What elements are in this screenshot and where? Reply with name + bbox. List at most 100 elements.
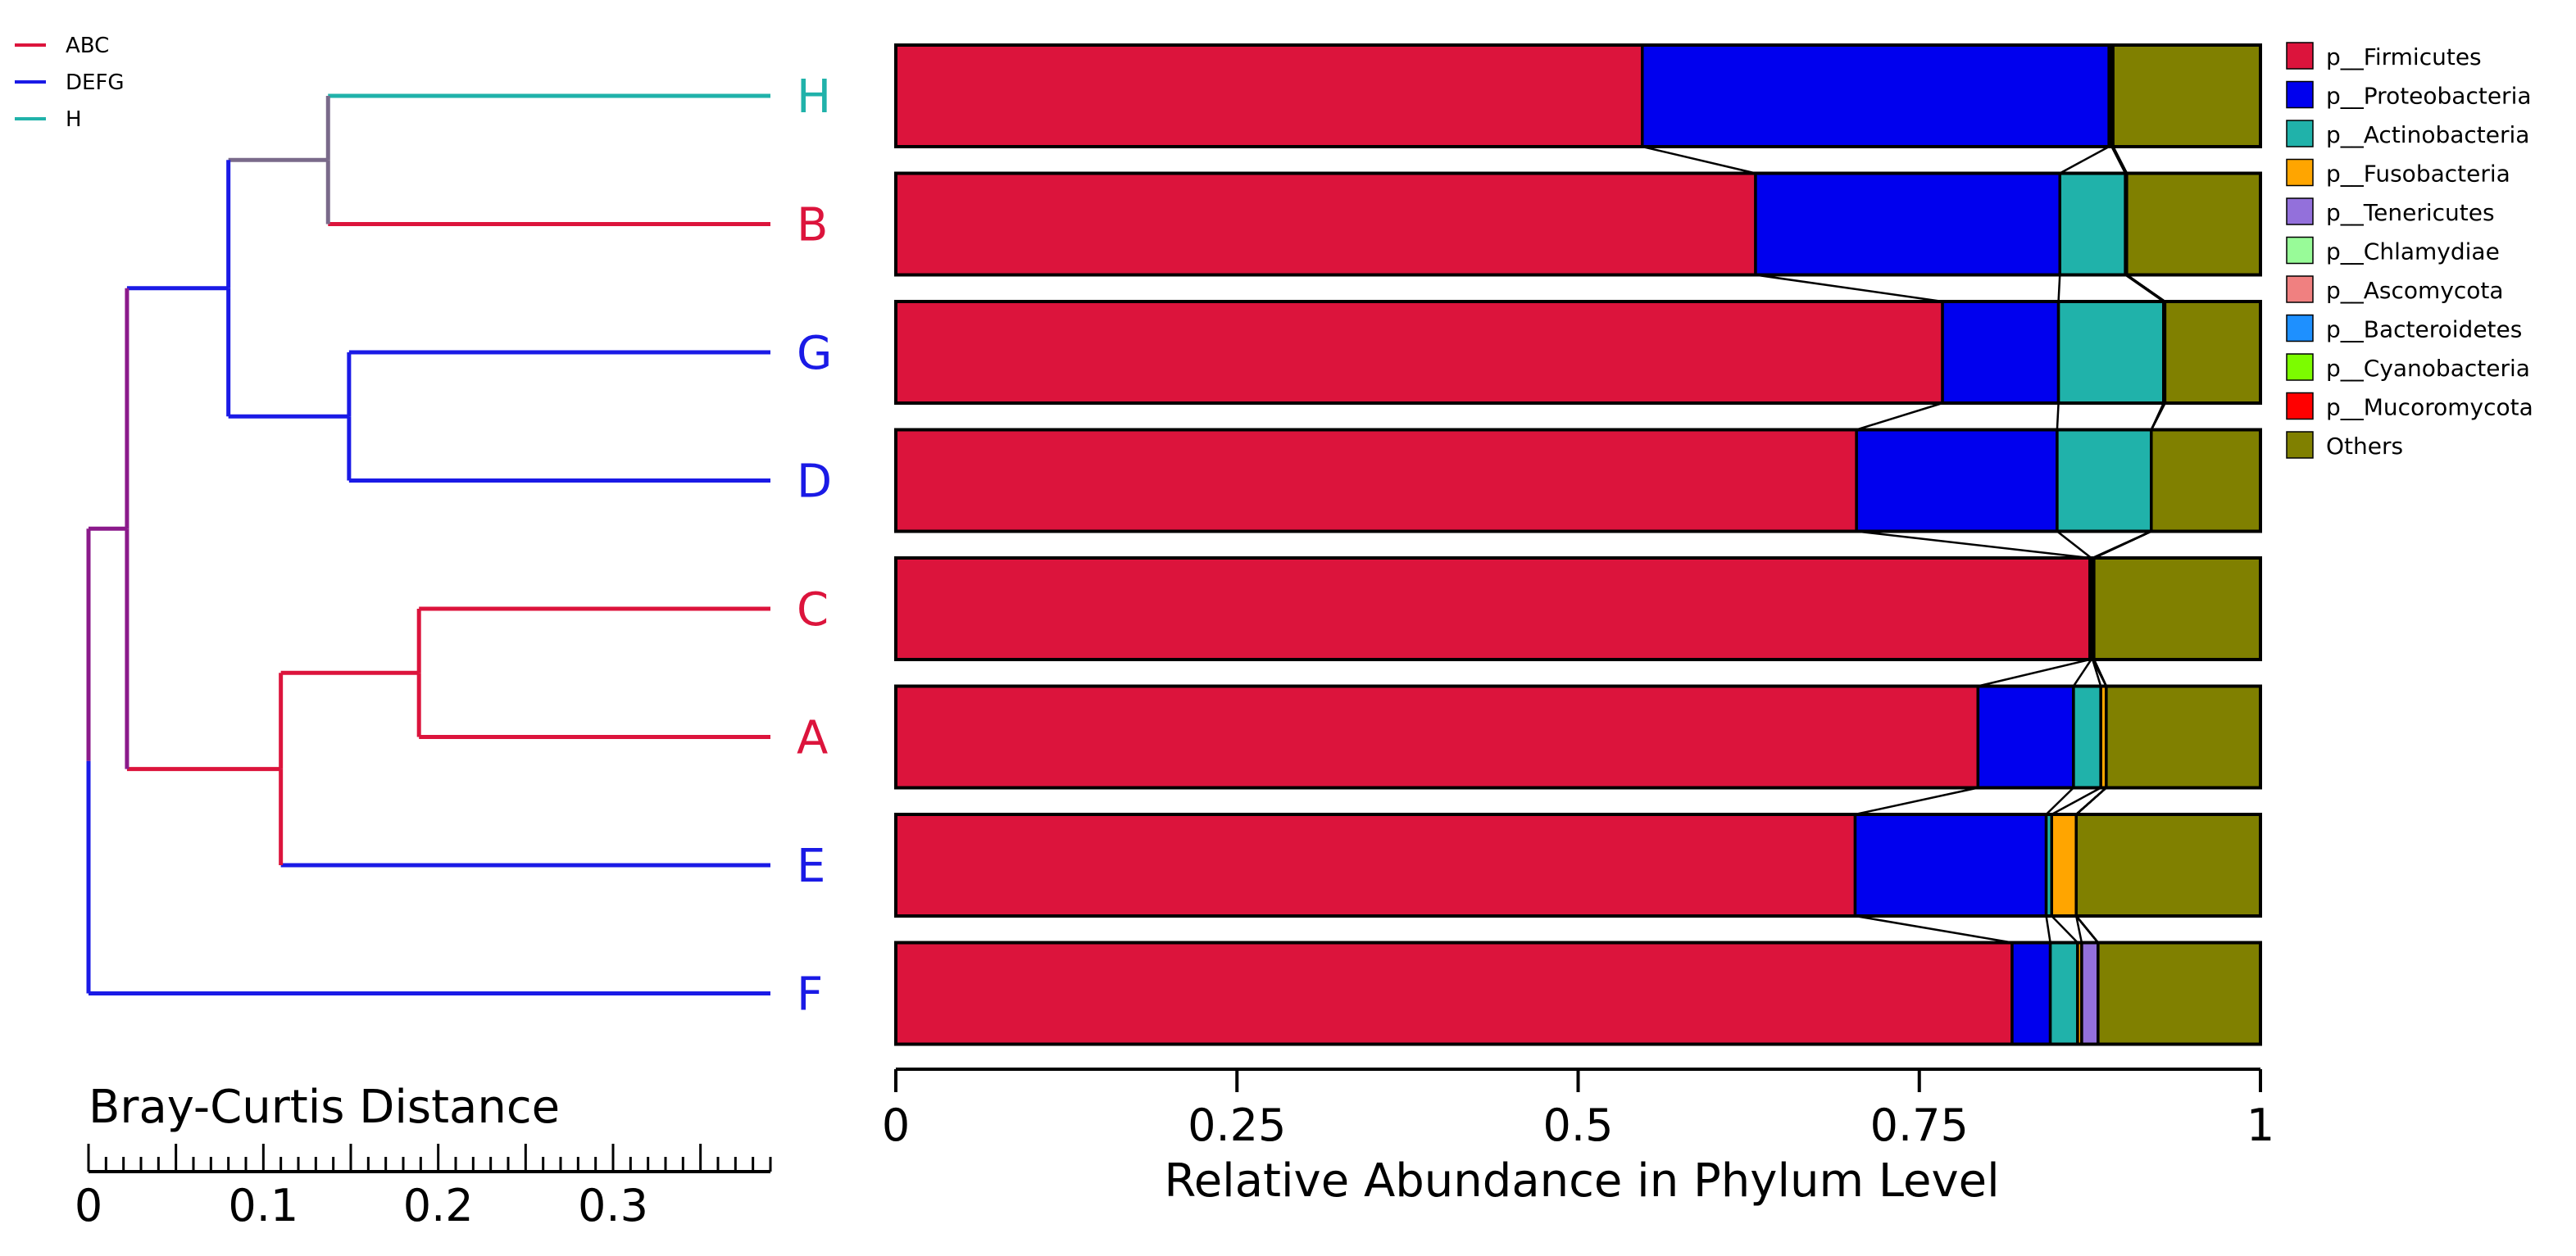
connector-e-f-2 bbox=[2045, 915, 2051, 943]
legend-swatch-p-mucoromycota bbox=[2286, 392, 2314, 420]
abundance-tick-label-1: 0.25 bbox=[1188, 1100, 1286, 1151]
connector-h-b-2 bbox=[2059, 145, 2110, 175]
bar-segment-g-p-proteobacteria bbox=[1941, 300, 2060, 405]
connector-a-e-10 bbox=[2075, 787, 2107, 815]
legend-item-others: Others bbox=[2286, 431, 2403, 460]
bar-segment-e-p-fusobacteria bbox=[2050, 813, 2078, 918]
leaf-label-f: F bbox=[797, 968, 823, 1022]
connector-d-c-2 bbox=[2056, 530, 2092, 559]
bar-c bbox=[894, 556, 2262, 661]
bar-segment-f-p-actinobacteria bbox=[2048, 941, 2079, 1046]
bar-segment-c-p-firmicutes bbox=[894, 556, 2092, 661]
legend-item-p-chlamydiae: p__Chlamydiae bbox=[2286, 236, 2500, 265]
legend-item-p-firmicutes: p__Firmicutes bbox=[2286, 42, 2482, 70]
legend-item-p-bacteroidetes: p__Bacteroidetes bbox=[2286, 314, 2522, 343]
legend-label-others: Others bbox=[2326, 433, 2403, 460]
connector-d-c-1 bbox=[1856, 530, 2091, 560]
connector-g-d-10 bbox=[2150, 402, 2166, 431]
abundance-axis-title: Relative Abundance in Phylum Level bbox=[1164, 1154, 1999, 1208]
connector-h-b-3 bbox=[2110, 146, 2127, 175]
legend-item-p-cyanobacteria: p__Cyanobacteria bbox=[2286, 353, 2530, 382]
legend-label-p-ascomycota: p__Ascomycota bbox=[2326, 277, 2504, 304]
bar-segment-e-others bbox=[2074, 813, 2262, 918]
legend-label-p-chlamydiae: p__Chlamydiae bbox=[2326, 238, 2500, 265]
legend-label-p-actinobacteria: p__Actinobacteria bbox=[2326, 121, 2529, 148]
bar-outline-a bbox=[894, 684, 2262, 790]
connector-d-c-10 bbox=[2093, 530, 2152, 560]
abundance-tick-label-2: 0.5 bbox=[1543, 1100, 1614, 1151]
bar-segment-d-p-firmicutes bbox=[894, 428, 1858, 533]
connector-g-d-2 bbox=[2056, 402, 2060, 430]
leaf-label-b: B bbox=[797, 199, 828, 252]
bar-segment-a-others bbox=[2105, 684, 2262, 790]
bar-e bbox=[894, 813, 2262, 918]
connector-b-g-10 bbox=[2126, 274, 2166, 303]
distance-tick-label-0: 0 bbox=[75, 1180, 102, 1231]
group-legend: ABC DEFG H bbox=[15, 34, 125, 132]
group-legend-label-h: H bbox=[66, 107, 82, 132]
distance-axis-title: Bray-Curtis Distance bbox=[89, 1081, 560, 1134]
legend-label-p-fusobacteria: p__Fusobacteria bbox=[2326, 161, 2510, 188]
bar-outline-g bbox=[894, 300, 2262, 405]
connector-g-d-1 bbox=[1856, 401, 1943, 431]
group-legend-label-defg: DEFG bbox=[66, 70, 125, 95]
connector-h-b-1 bbox=[1642, 145, 1756, 175]
legend-label-p-cyanobacteria: p__Cyanobacteria bbox=[2326, 355, 2530, 382]
leaf-label-h: H bbox=[797, 70, 831, 124]
bar-segment-a-p-proteobacteria bbox=[1976, 684, 2075, 790]
bar-segment-h-p-firmicutes bbox=[894, 43, 1644, 148]
legend-swatch-p-ascomycota bbox=[2286, 275, 2314, 303]
connector-c-a-10 bbox=[2092, 659, 2107, 687]
leaf-label-g: G bbox=[797, 327, 832, 380]
bar-segment-b-p-actinobacteria bbox=[2058, 171, 2127, 277]
bar-g bbox=[894, 300, 2262, 405]
leaf-label-c: C bbox=[797, 583, 829, 637]
legend-label-p-proteobacteria: p__Proteobacteria bbox=[2326, 83, 2532, 110]
bar-segment-e-p-firmicutes bbox=[894, 813, 1857, 918]
connector-c-a-2 bbox=[2072, 659, 2092, 687]
bar-a bbox=[894, 684, 2262, 790]
bar-outline-b bbox=[894, 171, 2262, 277]
bar-h bbox=[894, 43, 2262, 148]
bar-segment-f-p-firmicutes bbox=[894, 941, 2014, 1046]
legend-swatch-p-firmicutes bbox=[2286, 42, 2314, 70]
abundance-tick-label-4: 1 bbox=[2247, 1100, 2274, 1151]
legend-item-p-mucoromycota: p__Mucoromycota bbox=[2286, 392, 2533, 421]
distance-tick-label-2: 0.2 bbox=[403, 1180, 474, 1231]
distance-axis: 0 0.1 0.2 0.3 bbox=[75, 1144, 772, 1231]
legend-swatch-p-bacteroidetes bbox=[2286, 314, 2314, 342]
bar-segment-b-p-firmicutes bbox=[894, 171, 1757, 277]
bar-f bbox=[894, 941, 2262, 1046]
connector-e-f-1 bbox=[1855, 914, 2013, 944]
bar-outline-f bbox=[894, 941, 2262, 1046]
bar-segment-d-p-actinobacteria bbox=[2056, 428, 2153, 533]
bar-outline-e bbox=[894, 813, 2262, 918]
abundance-tick-label-0: 0 bbox=[882, 1100, 910, 1151]
legend-swatch-p-cyanobacteria bbox=[2286, 353, 2314, 381]
legend-item-p-actinobacteria: p__Actinobacteria bbox=[2286, 120, 2529, 148]
connector-a-e-2 bbox=[2045, 787, 2074, 815]
bar-segment-f-others bbox=[2097, 941, 2262, 1046]
bar-connector-lines bbox=[1642, 145, 2166, 944]
bar-outline-c bbox=[894, 556, 2262, 661]
bar-segment-a-p-firmicutes bbox=[894, 684, 1980, 790]
connector-a-e-3 bbox=[2051, 787, 2101, 816]
bar-b bbox=[894, 171, 2262, 277]
legend-swatch-p-chlamydiae bbox=[2286, 236, 2314, 265]
bar-segment-f-p-proteobacteria bbox=[2010, 941, 2052, 1046]
legend-item-p-fusobacteria: p__Fusobacteria bbox=[2286, 158, 2510, 188]
abundance-axis: 0 0.25 0.5 0.75 1 bbox=[882, 1068, 2274, 1151]
connector-e-f-3 bbox=[2051, 915, 2079, 944]
phylum-legend: p__Firmicutes p__Proteobacteria p__Actinob… bbox=[2286, 42, 2533, 460]
leaf-label-e: E bbox=[797, 840, 825, 893]
bar-segment-d-p-proteobacteria bbox=[1855, 428, 2059, 533]
bar-segments bbox=[894, 43, 2262, 1046]
bar-segment-c-others bbox=[2092, 556, 2262, 661]
legend-label-p-bacteroidetes: p__Bacteroidetes bbox=[2326, 316, 2522, 343]
legend-item-p-proteobacteria: p__Proteobacteria bbox=[2286, 80, 2532, 110]
dendrogram-leaf-labels: H B G D C A E F bbox=[797, 70, 832, 1022]
legend-swatch-p-proteobacteria bbox=[2286, 80, 2314, 109]
bar-segment-h-others bbox=[2111, 43, 2262, 148]
bar-segment-h-p-proteobacteria bbox=[1641, 43, 2110, 148]
legend-swatch-p-actinobacteria bbox=[2286, 120, 2314, 147]
